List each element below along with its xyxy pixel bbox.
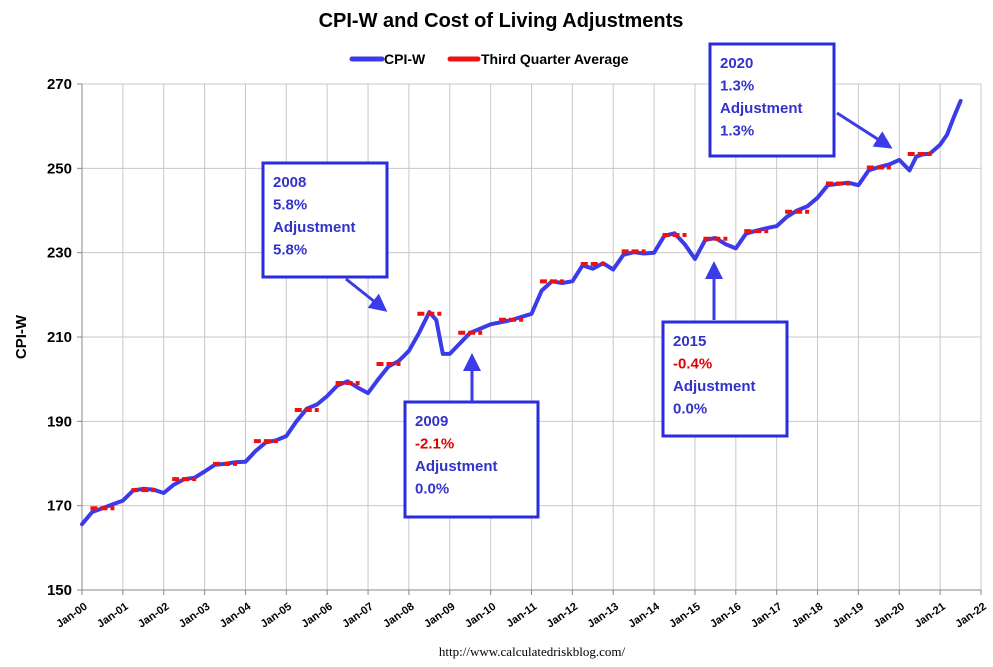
x-tick-label: Jan-15 — [667, 601, 702, 631]
annotation-label: Adjustment — [673, 378, 756, 395]
annotation-year: 2008 — [273, 174, 306, 191]
x-tick-label: Jan-12 — [545, 601, 580, 631]
annotation-box-2015 — [661, 320, 789, 438]
x-tick-label: Jan-00 — [54, 601, 89, 631]
chart-title: CPI-W and Cost of Living Adjustments — [319, 10, 684, 32]
annotation-arrow-2020 — [836, 111, 893, 149]
y-tick-label: 250 — [47, 160, 72, 177]
x-tick-label: Jan-11 — [504, 601, 539, 630]
x-tick-label: Jan-20 — [872, 601, 907, 631]
annotation-year: 2020 — [720, 55, 753, 72]
annotation-adjustment: 5.8% — [273, 242, 307, 259]
legend-q3avg-label: Third Quarter Average — [481, 51, 629, 67]
y-tick-label: 270 — [47, 76, 72, 93]
x-tick-label: Jan-01 — [95, 601, 130, 631]
y-tick-label: 210 — [47, 329, 72, 346]
x-tick-label: Jan-13 — [586, 601, 621, 631]
x-tick-label: Jan-14 — [626, 600, 662, 630]
x-tick-label: Jan-05 — [259, 601, 294, 631]
x-tick-label: Jan-10 — [463, 601, 498, 631]
annotation-box-2009 — [403, 400, 540, 519]
x-tick-label: Jan-03 — [177, 601, 212, 631]
x-tick-label: Jan-18 — [790, 601, 825, 631]
legend: CPI-W Third Quarter Average — [349, 51, 629, 67]
annotation-adjustment: 0.0% — [673, 401, 707, 418]
y-tick-label: 170 — [47, 498, 72, 515]
x-tick-label: Jan-21 — [912, 601, 947, 631]
annotation-box-2008 — [261, 161, 389, 279]
annotation-adjustment: 1.3% — [720, 123, 754, 140]
source-credit: http://www.calculatedriskblog.com/ — [439, 644, 626, 659]
annotation-year: 2009 — [415, 413, 448, 430]
x-tick-label: Jan-22 — [953, 601, 988, 631]
legend-cpiw-label: CPI-W — [384, 51, 426, 67]
y-tick-label: 230 — [47, 245, 72, 262]
annotation-cpi-change: 1.3% — [720, 78, 754, 95]
annotation-label: Adjustment — [720, 100, 803, 117]
y-axis-label: CPI-W — [13, 314, 30, 359]
x-tick-label: Jan-09 — [422, 601, 457, 631]
x-tick-label: Jan-19 — [831, 601, 866, 631]
annotation-adjustment: 0.0% — [415, 481, 449, 498]
y-tick-label: 150 — [47, 582, 72, 599]
x-tick-label: Jan-16 — [708, 601, 743, 631]
annotation-year: 2015 — [673, 333, 706, 350]
x-tick-label: Jan-02 — [136, 601, 171, 631]
annotation-cpi-change: -0.4% — [673, 356, 712, 373]
x-tick-label: Jan-17 — [749, 601, 784, 631]
annotation-label: Adjustment — [415, 458, 498, 475]
x-tick-label: Jan-07 — [340, 601, 375, 631]
y-tick-label: 190 — [47, 413, 72, 430]
annotation-label: Adjustment — [273, 219, 356, 236]
annotation-cpi-change: 5.8% — [273, 197, 307, 214]
x-tick-label: Jan-04 — [218, 600, 254, 630]
x-tick-label: Jan-08 — [381, 601, 416, 631]
annotation-arrow-2008 — [345, 277, 388, 312]
annotation-cpi-change: -2.1% — [415, 436, 454, 453]
annotation-box-2020 — [708, 42, 836, 158]
x-tick-label: Jan-06 — [299, 601, 334, 631]
